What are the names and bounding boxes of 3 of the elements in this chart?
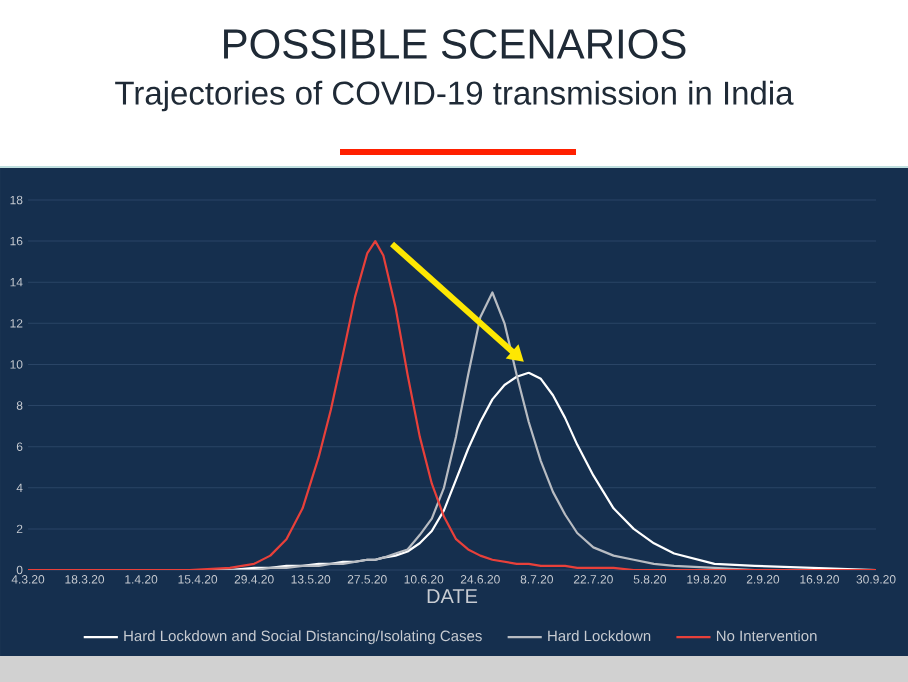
chart-subtitle: Trajectories of COVID-19 transmission in India: [115, 80, 794, 112]
chart-title: POSSIBLE SCENARIOS: [224, 29, 686, 59]
x-axis-title: DATE: [427, 589, 478, 604]
